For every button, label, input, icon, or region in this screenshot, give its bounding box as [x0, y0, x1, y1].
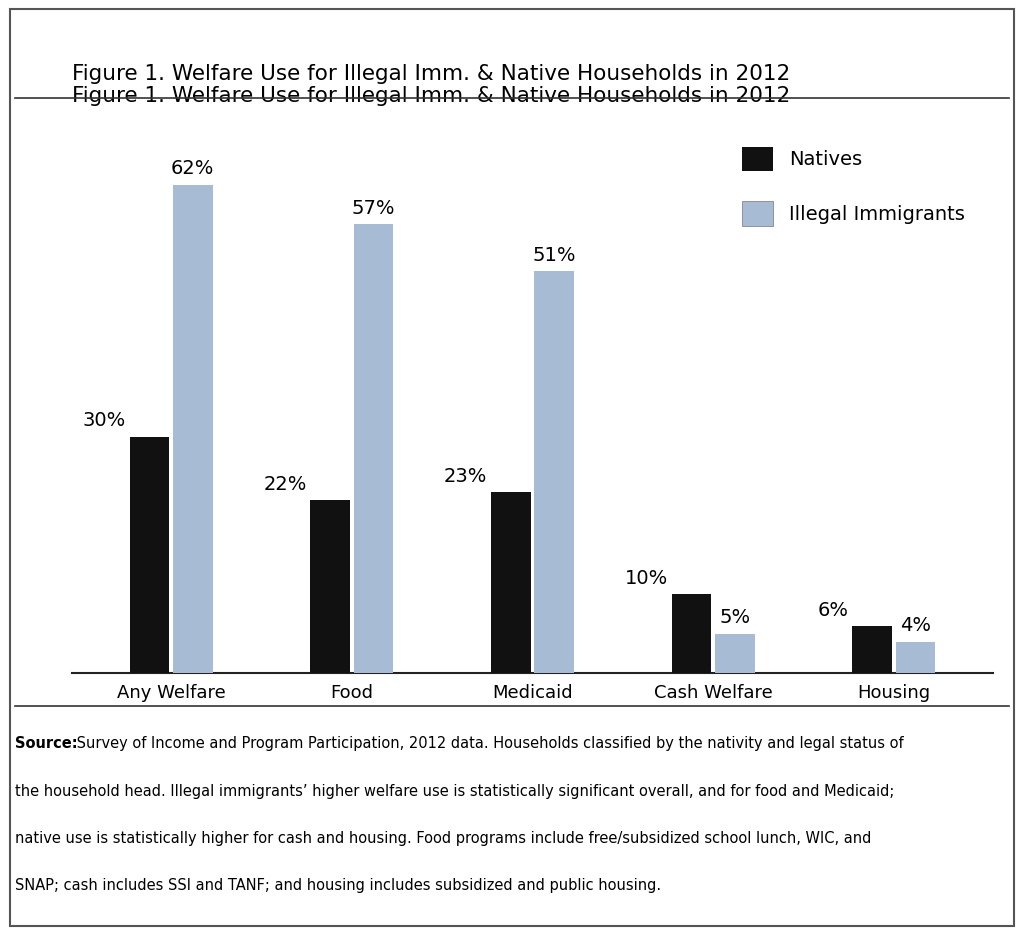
Text: Survey of Income and Program Participation, 2012 data. Households classified by : Survey of Income and Program Participati…: [72, 737, 903, 752]
Bar: [852, 626, 892, 673]
Text: 5%: 5%: [719, 609, 751, 627]
Text: 62%: 62%: [171, 159, 214, 179]
Legend: Natives, Illegal Immigrants: Natives, Illegal Immigrants: [732, 137, 975, 236]
Bar: [535, 271, 574, 673]
Text: SNAP; cash includes SSI and TANF; and housing includes subsidized and public hou: SNAP; cash includes SSI and TANF; and ho…: [15, 878, 662, 893]
Bar: [173, 184, 213, 673]
Text: 30%: 30%: [83, 411, 126, 430]
Text: Source:: Source:: [15, 737, 78, 752]
Bar: [129, 437, 169, 673]
Text: 57%: 57%: [351, 199, 395, 218]
Text: 22%: 22%: [263, 475, 306, 494]
Text: 23%: 23%: [444, 467, 487, 485]
Text: Figure 1. Welfare Use for Illegal Imm. & Native Households in 2012: Figure 1. Welfare Use for Illegal Imm. &…: [72, 65, 790, 84]
Bar: [353, 224, 393, 673]
Text: 51%: 51%: [532, 246, 575, 265]
Text: the household head. Illegal immigrants’ higher welfare use is statistically sign: the household head. Illegal immigrants’ …: [15, 784, 895, 798]
Bar: [310, 500, 350, 673]
Bar: [490, 492, 530, 673]
Bar: [672, 595, 712, 673]
Text: Figure 1. Welfare Use for Illegal Imm. & Native Households in 2012: Figure 1. Welfare Use for Illegal Imm. &…: [72, 86, 790, 106]
Text: 6%: 6%: [818, 600, 849, 620]
Text: 10%: 10%: [625, 569, 668, 588]
Bar: [896, 641, 936, 673]
Bar: [715, 634, 755, 673]
Text: native use is statistically higher for cash and housing. Food programs include f: native use is statistically higher for c…: [15, 831, 871, 846]
Text: 4%: 4%: [900, 616, 931, 636]
